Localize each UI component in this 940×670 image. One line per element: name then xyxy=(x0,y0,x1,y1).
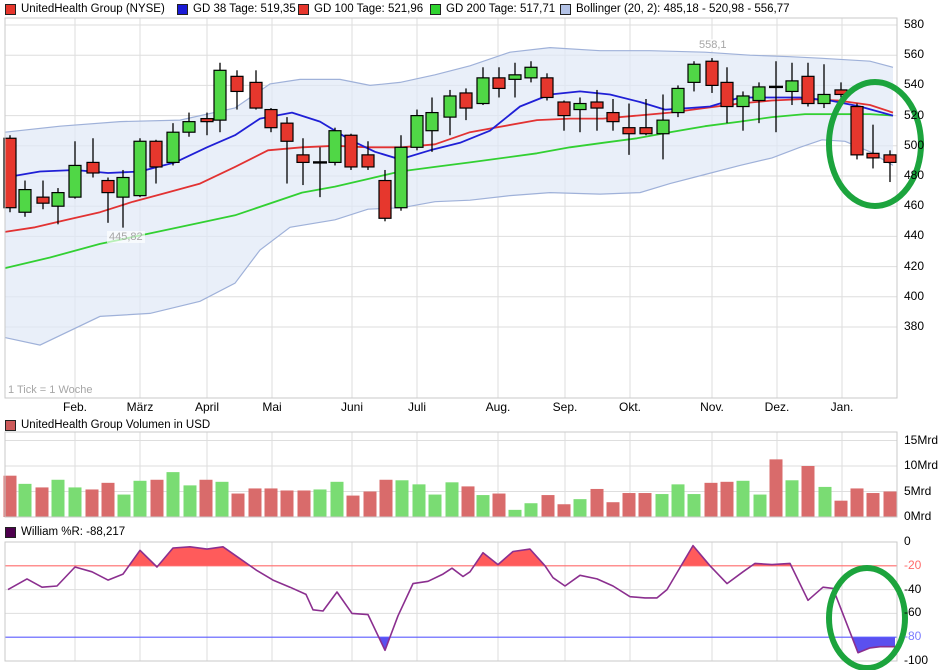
williams-legend-label: William %R: -88,217 xyxy=(21,526,126,538)
month-tick-label: Juli xyxy=(407,400,427,414)
month-tick-label: März xyxy=(126,400,154,414)
price-tick-label: 500 xyxy=(904,137,925,152)
gd100-line xyxy=(4,98,894,233)
price-tick-label: 580 xyxy=(904,17,925,31)
legend-item-gd100: GD 100 Tage: 521,96 xyxy=(298,3,423,15)
price-tick-label: 560 xyxy=(904,47,925,62)
volume-panel xyxy=(3,432,897,517)
high-price-note: 558,1 xyxy=(697,39,729,51)
legend-gd200-label: GD 200 Tage: 517,71 xyxy=(446,3,556,15)
candles xyxy=(3,58,897,228)
legend-item-symbol: UnitedHealth Group (NYSE) xyxy=(5,3,165,15)
volume-tick-label: 10Mrd xyxy=(904,458,939,472)
williams-tick-label: -20 xyxy=(904,557,922,572)
volume-legend-label: UnitedHealth Group Volumen in USD xyxy=(21,419,211,431)
price-tick-label: 380 xyxy=(904,319,925,333)
legend-gd100-label: GD 100 Tage: 521,96 xyxy=(314,3,424,15)
price-tick-label: 400 xyxy=(904,288,925,303)
month-tick-label: April xyxy=(194,400,220,414)
williams-swatch-icon xyxy=(5,526,16,538)
month-tick-label: Juni xyxy=(340,400,364,414)
month-tick-label: Jan. xyxy=(830,400,854,414)
highlight-circle-icon xyxy=(826,565,908,670)
volume-legend: UnitedHealth Group Volumen in USD xyxy=(5,419,210,431)
month-tick-label: Okt. xyxy=(618,400,642,414)
williams-tick-label: -80 xyxy=(904,629,922,644)
legend-symbol-label: UnitedHealth Group (NYSE) xyxy=(21,3,165,15)
williams-legend: William %R: -88,217 xyxy=(5,526,125,538)
volume-tick-label: 15Mrd xyxy=(904,432,939,447)
legend-bollinger-label: Bollinger (20, 2): 485,18 - 520,98 - 556… xyxy=(576,3,790,15)
gd200-swatch-icon xyxy=(430,3,441,15)
symbol-swatch-icon xyxy=(5,3,16,15)
williams-tick-label: -40 xyxy=(904,581,922,596)
tick-interval-note: 1 Tick = 1 Woche xyxy=(8,384,93,396)
gd38-swatch-icon xyxy=(177,3,188,15)
williams-tick-label: -60 xyxy=(904,605,922,620)
gd200-line xyxy=(4,113,894,269)
legend-gd38-label: GD 38 Tage: 519,35 xyxy=(193,3,296,15)
price-tick-label: 460 xyxy=(904,198,925,213)
price-tick-label: 440 xyxy=(904,228,925,243)
volume-swatch-icon xyxy=(5,419,16,431)
volume-tick-label: 5Mrd xyxy=(904,483,932,498)
williams-tick-label: 0 xyxy=(904,534,911,548)
month-tick-label: Mai xyxy=(262,400,282,414)
legend-item-gd38: GD 38 Tage: 519,35 xyxy=(177,3,296,15)
gd100-swatch-icon xyxy=(298,3,309,15)
volume-tick-label: 0Mrd xyxy=(904,509,932,523)
williams-panel xyxy=(5,542,897,661)
price-tick-label: 480 xyxy=(904,168,925,182)
price-tick-label: 420 xyxy=(904,258,925,273)
month-tick-label: Aug. xyxy=(485,400,511,414)
annotation-circles xyxy=(826,79,924,670)
legend-item-bollinger: Bollinger (20, 2): 485,18 - 520,98 - 556… xyxy=(560,3,790,15)
highlight-circle-icon xyxy=(826,79,924,209)
price-tick-label: 540 xyxy=(904,77,925,92)
month-tick-label: Dez. xyxy=(764,400,790,414)
bollinger-swatch-icon xyxy=(560,3,571,15)
month-tick-label: Feb. xyxy=(62,400,88,414)
volume-panel-border xyxy=(4,431,898,518)
month-tick-label: Sep. xyxy=(552,400,578,414)
williams-tick-label: -100 xyxy=(904,653,929,667)
low-price-note: 445,82 xyxy=(107,231,145,243)
legend-item-gd200: GD 200 Tage: 517,71 xyxy=(430,3,555,15)
price-tick-label: 520 xyxy=(904,107,925,122)
main-panel-border xyxy=(4,17,898,399)
month-tick-label: Nov. xyxy=(700,400,724,414)
williams-panel-border xyxy=(4,541,898,662)
